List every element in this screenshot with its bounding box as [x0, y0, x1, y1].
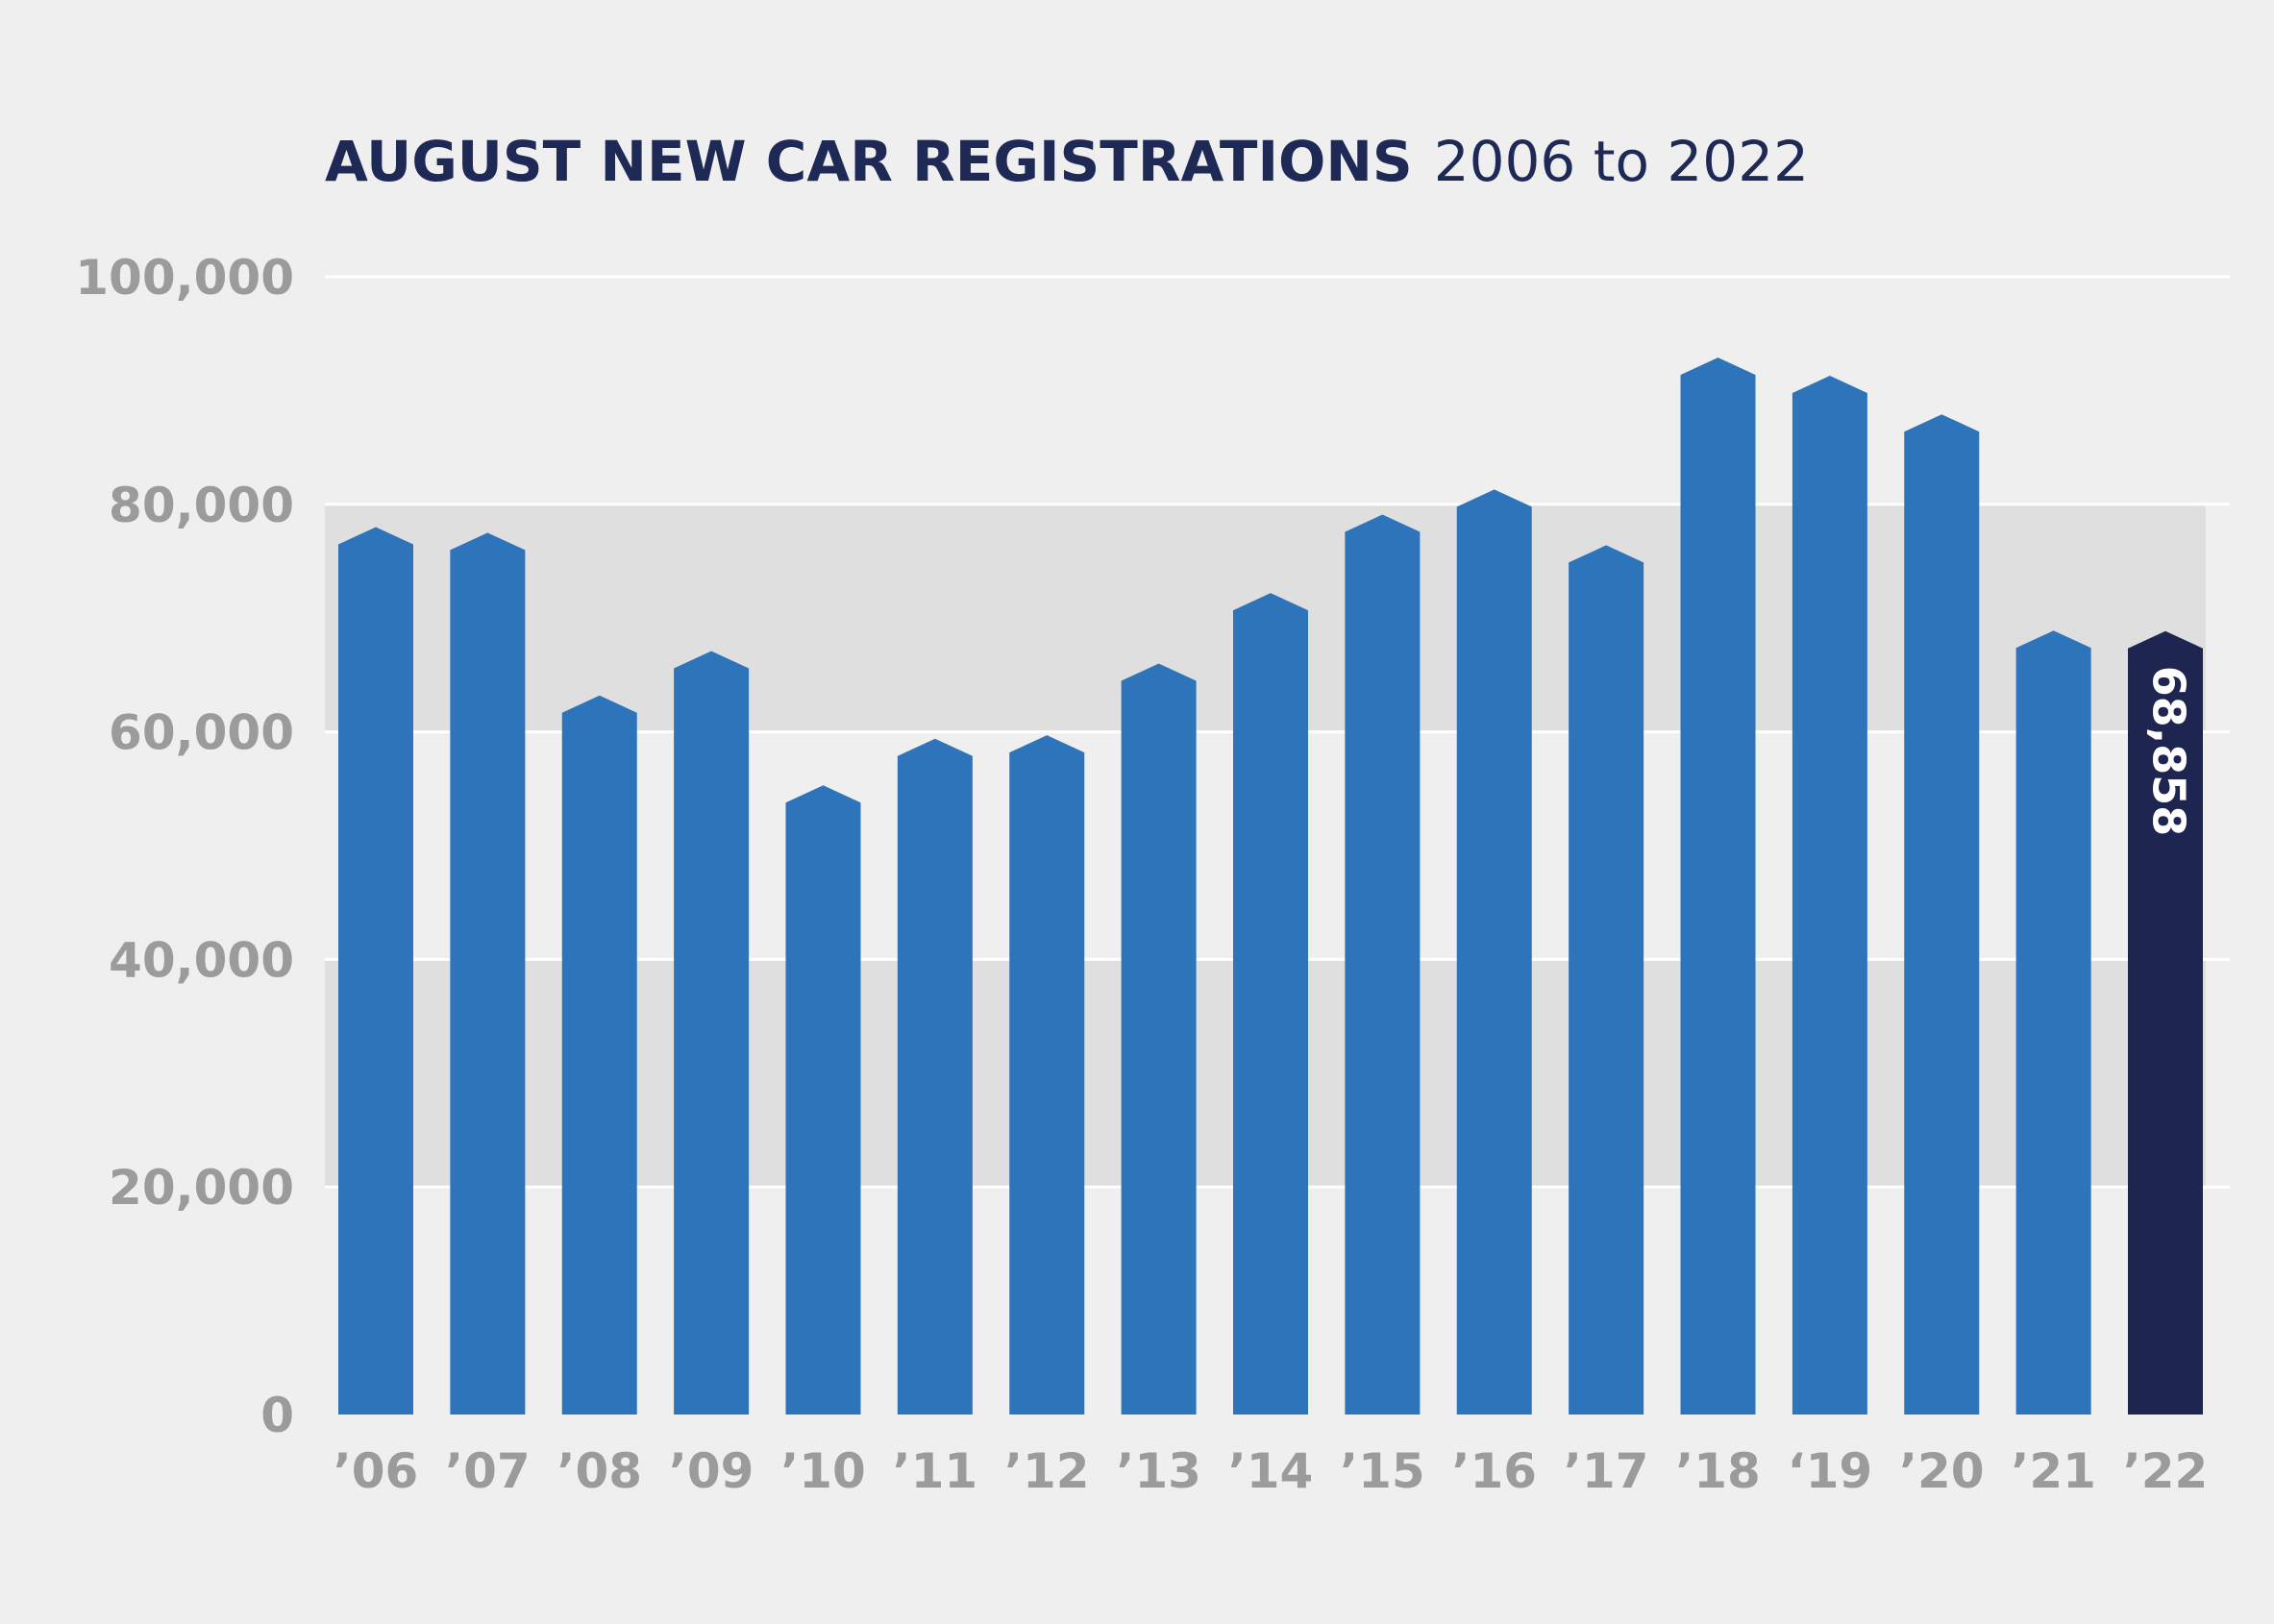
y-tick-label: 40,000 [109, 932, 294, 988]
highlight-value-label: 68,858 [2143, 666, 2195, 837]
bars [338, 357, 2203, 1415]
x-tick-label: ’08 [556, 1443, 642, 1499]
x-tick-label: ’22 [2123, 1443, 2209, 1499]
x-tick-label: ’21 [2011, 1443, 2096, 1499]
bar-4 [785, 785, 861, 1415]
x-tick-label: ’10 [780, 1443, 866, 1499]
x-tick-label: ’15 [1340, 1443, 1425, 1499]
bar-0 [338, 527, 413, 1415]
bar-15 [2015, 630, 2091, 1415]
bar-14 [1904, 414, 1980, 1415]
value-labels: 68,858 [2143, 666, 2195, 837]
x-tick-label: ‘19 [1788, 1443, 1873, 1499]
bar-16 [2128, 630, 2203, 1415]
x-tick-label: ’11 [893, 1443, 978, 1499]
x-tick-label: ’07 [445, 1443, 531, 1499]
chart-title: AUGUST NEW CAR REGISTRATIONS [325, 129, 1413, 194]
y-tick-label: 20,000 [109, 1160, 294, 1216]
y-axis-tick-labels: 0 20,000 40,000 60,000 80,000 100,000 [75, 250, 294, 1443]
bar-1 [450, 532, 526, 1415]
bar-2 [561, 695, 637, 1415]
y-tick-label: 100,000 [75, 250, 294, 306]
x-tick-label: ’09 [669, 1443, 754, 1499]
x-tick-label: ’16 [1451, 1443, 1537, 1499]
x-axis-tick-labels: ’06 ’07 ’08 ’09 ’10 ’11 ’12 ’13 ’14 ’15 ’16 ’17 ’18 ‘… [334, 1443, 2209, 1499]
bar-3 [674, 651, 750, 1415]
bar-7 [1121, 663, 1197, 1415]
bar-13 [1792, 376, 1867, 1415]
bar-11 [1569, 545, 1644, 1415]
y-tick-label: 60,000 [109, 705, 294, 761]
chart-subtitle: 2006 to 2022 [1434, 129, 1809, 194]
y-tick-label: 80,000 [109, 478, 294, 533]
x-tick-label: ’13 [1116, 1443, 1201, 1499]
bar-6 [1009, 735, 1085, 1415]
y-tick-label: 0 [260, 1388, 294, 1443]
bar-12 [1680, 357, 1756, 1415]
bar-9 [1345, 514, 1421, 1415]
x-tick-label: ’20 [1899, 1443, 1985, 1499]
bar-5 [897, 738, 973, 1415]
x-tick-label: ’18 [1675, 1443, 1761, 1499]
x-tick-label: ’06 [334, 1443, 419, 1499]
bar-10 [1456, 489, 1532, 1415]
x-tick-label: ’14 [1228, 1443, 1314, 1499]
x-tick-label: ’12 [1004, 1443, 1090, 1499]
x-tick-label: ’17 [1564, 1443, 1649, 1499]
bar-8 [1233, 593, 1308, 1415]
